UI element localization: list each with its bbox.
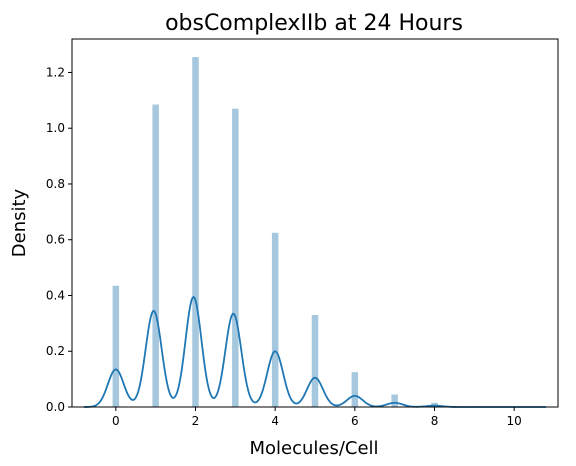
histogram-bar [271,232,279,407]
y-tick-label: 1.2 [46,65,65,79]
histogram-bar [152,104,159,408]
x-tick-label: 0 [112,414,120,428]
y-tick-label: 0.6 [46,233,65,247]
histogram-bar [391,394,398,407]
x-tick-label: 6 [351,414,359,428]
histogram-bar [351,372,359,407]
x-axis-ticks: 0 2 4 6 8 10 [112,407,522,428]
x-tick-label: 8 [431,414,439,428]
x-tick-label: 2 [192,414,200,428]
y-axis-ticks: 0.0 0.2 0.4 0.6 0.8 1.0 1.2 [46,65,72,414]
y-axis-label: Density [9,188,30,257]
histogram-bars [112,57,518,408]
histogram-bar [311,315,319,407]
histogram-bar [192,57,199,407]
histogram-bar [232,108,239,408]
y-tick-label: 0.8 [46,177,65,191]
x-tick-label: 4 [271,414,279,428]
y-tick-label: 0.0 [46,400,65,414]
x-tick-label: 10 [507,414,522,428]
chart-title: obsComplexIIb at 24 Hours [165,11,463,36]
y-tick-label: 0.4 [46,288,65,302]
histogram-bar [112,285,120,407]
y-tick-label: 0.2 [46,344,65,358]
plot-frame [71,38,559,408]
x-axis-label: Molecules/Cell [249,438,378,459]
y-tick-label: 1.0 [46,121,65,135]
